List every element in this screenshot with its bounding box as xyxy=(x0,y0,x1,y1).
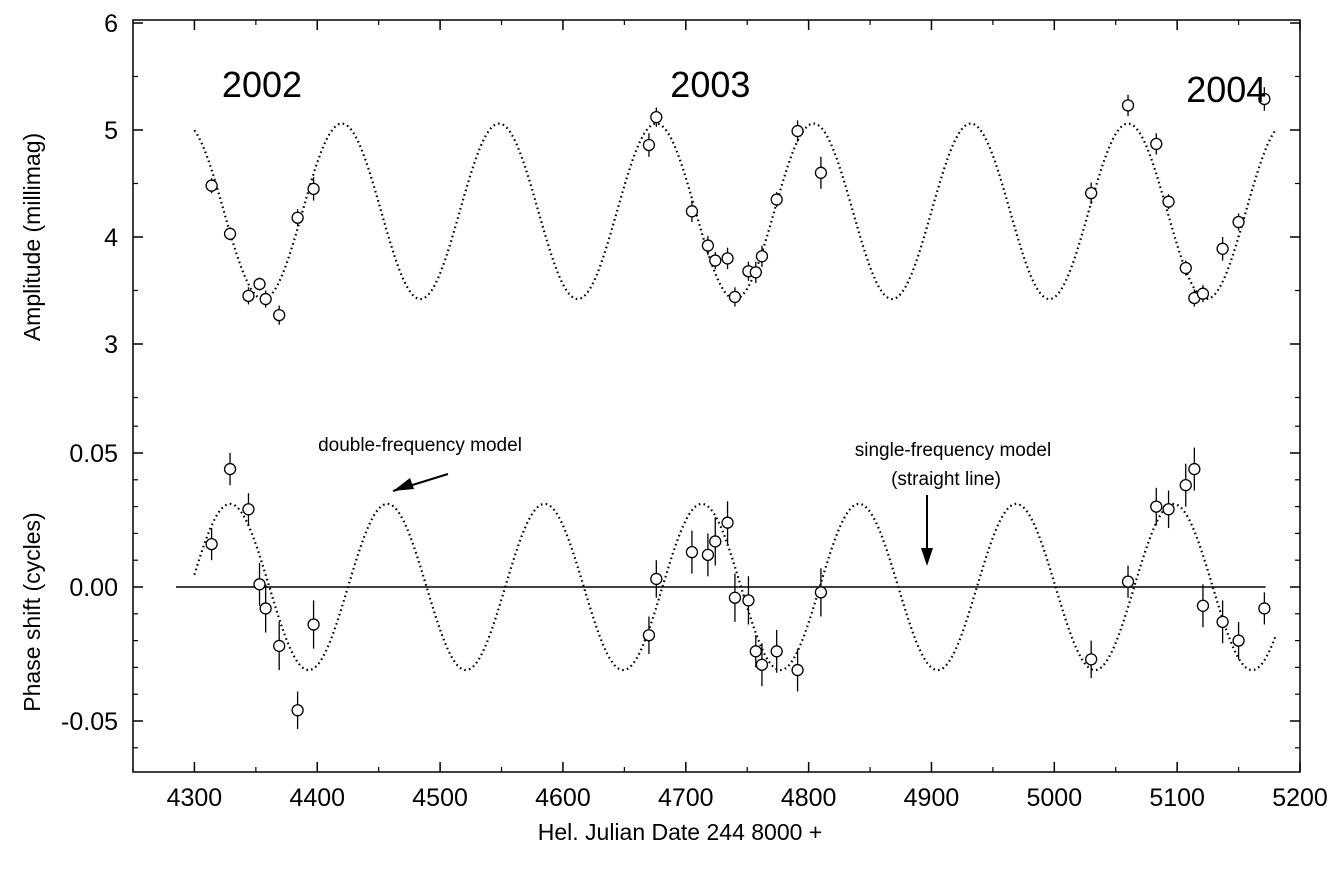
amplitude-point xyxy=(755,250,769,263)
phase-point xyxy=(642,629,656,642)
amplitude-point xyxy=(223,227,237,240)
phase-point xyxy=(1162,503,1175,516)
annotation-single-frequency-line1: single-frequency model xyxy=(855,440,1051,461)
amplitude-point xyxy=(1232,215,1245,229)
bottom-y-tick-label: 0.05 xyxy=(69,440,118,468)
x-tick-label: 4300 xyxy=(167,784,223,812)
amplitude-point xyxy=(1179,261,1192,275)
x-tick-label: 5100 xyxy=(1149,784,1205,812)
x-tick-label: 4800 xyxy=(781,784,837,812)
top-y-tick-label: 3 xyxy=(104,331,118,359)
phase-point xyxy=(307,618,320,631)
phase-point xyxy=(205,537,218,551)
chart-labels: 2002 2003 2004 xyxy=(222,64,1266,110)
phase-point xyxy=(1085,653,1098,666)
bottom-y-tick-label: -0.05 xyxy=(61,708,118,736)
amplitude-point xyxy=(770,193,783,206)
x-tick-label: 4700 xyxy=(658,784,714,812)
phase-point xyxy=(709,535,722,548)
phase-point xyxy=(791,663,804,677)
amplitude-point xyxy=(259,292,272,306)
x-tick-label: 4500 xyxy=(412,784,468,812)
phase-point xyxy=(728,591,742,604)
amplitude-point xyxy=(273,308,286,322)
phase-point xyxy=(1216,615,1229,628)
amplitude-point xyxy=(749,266,762,279)
amplitude-point xyxy=(650,111,663,124)
phase-point xyxy=(721,516,734,529)
annotation-double-frequency: double-frequency model xyxy=(318,435,522,456)
amplitude-point xyxy=(1085,186,1098,200)
phase-point xyxy=(742,594,755,607)
phase-point xyxy=(223,462,237,476)
top-y-tick-label: 5 xyxy=(104,117,118,145)
phase-point xyxy=(685,546,699,559)
phase-point xyxy=(1150,500,1163,513)
phase-point xyxy=(273,639,286,653)
x-tick-label: 4600 xyxy=(535,784,591,812)
model-curves xyxy=(175,122,1277,672)
single-frequency-arrowhead xyxy=(921,548,933,566)
year-label: 2003 xyxy=(670,64,750,105)
plot-frame xyxy=(132,19,1301,773)
amplitude-point xyxy=(253,277,266,291)
phase-point xyxy=(650,572,663,586)
amplitude-point xyxy=(242,289,255,303)
amplitude-point xyxy=(1216,242,1229,255)
phase-point xyxy=(253,578,266,591)
x-tick-label: 4400 xyxy=(289,784,345,812)
top-model-curve xyxy=(193,122,1277,301)
phase-point xyxy=(701,548,715,561)
amplitude-point xyxy=(1258,92,1271,106)
amplitude-point xyxy=(1162,195,1175,208)
amplitude-point xyxy=(791,124,804,138)
top-y-tick-label: 6 xyxy=(104,10,118,38)
amplitude-point xyxy=(642,138,656,152)
amplitude-point xyxy=(205,179,218,192)
phase-point xyxy=(259,602,272,615)
amplitude-point xyxy=(1196,287,1210,300)
amplitude-point xyxy=(814,166,828,179)
year-label: 2004 xyxy=(1186,69,1266,110)
amplitude-point xyxy=(1150,137,1163,151)
phase-point xyxy=(1188,462,1201,476)
bottom-y-tick-label: 0.00 xyxy=(69,574,118,602)
amplitude-point xyxy=(709,254,722,267)
phase-point xyxy=(1258,602,1271,615)
x-tick-label: 5200 xyxy=(1272,784,1328,812)
amplitude-point xyxy=(291,211,304,224)
top-y-axis-label: Amplitude (millimag) xyxy=(19,133,45,341)
double-frequency-arrowhead xyxy=(393,478,414,491)
phase-point xyxy=(1121,575,1135,588)
phase-point xyxy=(1232,634,1245,647)
amplitude-point xyxy=(307,182,320,196)
phase-point xyxy=(242,503,255,516)
phase-point xyxy=(1196,599,1210,612)
amplitude-point xyxy=(721,252,734,265)
amplitude-point xyxy=(1121,99,1135,112)
top-y-tick-label: 4 xyxy=(104,224,118,252)
amplitude-point xyxy=(685,205,699,218)
phase-point xyxy=(1179,479,1192,492)
axis-ticks: 4300 4400 4500 4600 4700 4800 4900 5000 5100 5200… xyxy=(61,10,1328,812)
bottom-y-axis-label: Phase shift (cycles) xyxy=(19,512,45,711)
amplitude-point xyxy=(701,239,715,252)
phase-point xyxy=(770,645,783,658)
amplitude-point xyxy=(728,290,742,304)
annotation-single-frequency-line2: (straight line) xyxy=(891,469,1001,490)
phase-point xyxy=(755,658,769,671)
data-points xyxy=(205,87,1271,730)
year-label: 2002 xyxy=(222,64,302,105)
phase-point xyxy=(749,645,762,658)
phase-point xyxy=(291,704,304,717)
plot-border xyxy=(132,19,1301,773)
phase-point xyxy=(814,586,828,599)
x-tick-label: 4900 xyxy=(904,784,960,812)
x-tick-label: 5000 xyxy=(1027,784,1083,812)
x-axis-label: Hel. Julian Date 244 8000 + xyxy=(538,819,823,845)
